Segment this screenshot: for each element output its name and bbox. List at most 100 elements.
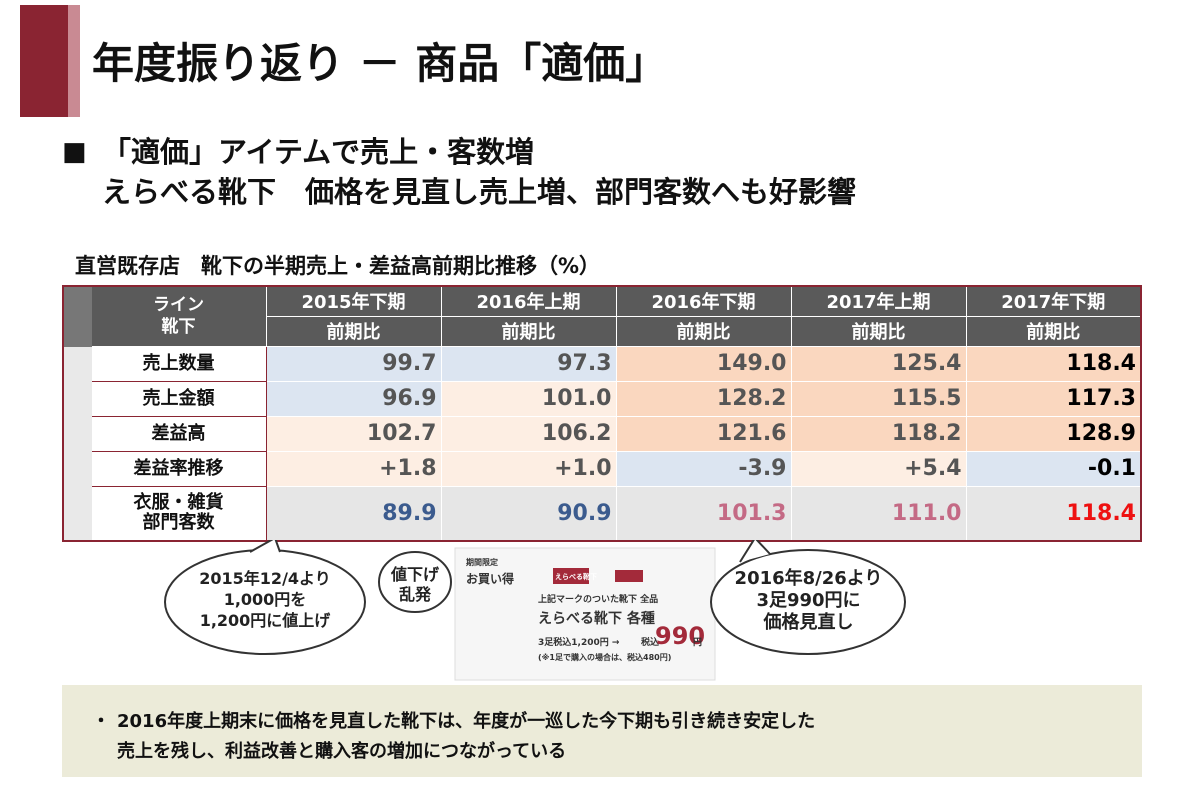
cell: 97.3	[440, 345, 617, 382]
cell: -0.1	[965, 450, 1142, 487]
callout-line: 2015年12/4より	[199, 569, 331, 588]
cell: 115.5	[790, 380, 967, 417]
header-row: 前期比 前期比 前期比 前期比 前期比	[63, 315, 1142, 347]
callout-line: 値下げ	[390, 565, 439, 584]
flyer-text: (※1足で購入の場合は、税込480円)	[538, 653, 672, 662]
flyer-text: お買い得	[466, 572, 515, 586]
bullet: ■	[62, 137, 87, 167]
callout: 2015年12/4より 1,000円を 1,200円に値上げ	[165, 568, 365, 631]
corner: ライン 靴下	[90, 285, 267, 347]
cell: 96.9	[265, 380, 442, 417]
cell: 99.7	[265, 345, 442, 382]
callout-line: 乱発	[398, 585, 431, 604]
column-subheader: 前期比	[965, 315, 1142, 347]
headline-line: えらべる靴下 価格を見直し売上増、部門客数へも好影響	[102, 175, 857, 209]
cloud-tail	[739, 540, 771, 563]
table-row: 売上数量 99.7 97.3 149.0 125.4 118.4	[62, 345, 1142, 382]
column-subheader: 前期比	[440, 315, 617, 347]
column-header: 2017年上期	[790, 285, 967, 317]
cell: 101.0	[440, 380, 617, 417]
accent-bar	[20, 5, 68, 117]
header-row: ライン 靴下 2015年下期 2016年上期 2016年下期 2017年上期 2017年下期	[62, 285, 1142, 347]
column-subheader: 前期比	[265, 315, 442, 347]
cloud	[378, 551, 452, 613]
table-row: 衣服・雑貨 部門客数 89.9 90.9 101.3 111.0 118.4	[62, 485, 1142, 542]
cell: 118.4	[965, 345, 1142, 382]
flyer-text: 上記マークのついた靴下 全品	[538, 595, 659, 605]
callout-line: 1,200円に値上げ	[199, 611, 331, 630]
cell: 149.0	[615, 345, 792, 382]
row-label: 差益率推移	[90, 450, 267, 487]
flyer-text: えらべる靴下 各種	[538, 611, 655, 627]
callout: 値下げ 乱発	[380, 565, 450, 605]
cell: 101.3	[615, 485, 792, 542]
strip	[62, 415, 92, 452]
flyer-text: 3足税込1,200円 →	[538, 638, 620, 648]
strip	[62, 450, 92, 487]
cloud	[710, 549, 906, 655]
cell: 121.6	[615, 415, 792, 452]
cell: +1.0	[440, 450, 617, 487]
flyer-text: 990	[655, 622, 706, 650]
note-bullet: ・	[92, 711, 110, 732]
table-caption: 直営既存店 靴下の半期売上・差益高前期比推移（%）	[75, 254, 601, 278]
cell: 89.9	[265, 485, 442, 542]
callout-shapes	[164, 540, 906, 681]
callout-line: 2016年8/26より	[734, 568, 883, 589]
row-label: 売上数量	[90, 345, 267, 382]
callout-line: 3足990円に	[756, 590, 861, 611]
cloud-tail	[249, 540, 281, 553]
cell: -3.9	[615, 450, 792, 487]
column-header: 2015年下期	[265, 285, 442, 317]
cell: 128.9	[965, 415, 1142, 452]
column-header: 2017年下期	[965, 285, 1142, 317]
table: ライン 靴下 2015年下期 2016年上期 2016年下期 2017年上期 2017年下期…	[62, 285, 1142, 542]
row-label-line: 衣服・雑貨	[133, 492, 224, 514]
row-label-line: 売上数量	[142, 352, 215, 374]
cell: 125.4	[790, 345, 967, 382]
cell: 118.4	[965, 485, 1142, 542]
cell: 128.2	[615, 380, 792, 417]
cell: 106.2	[440, 415, 617, 452]
cell: 117.3	[965, 380, 1142, 417]
row-label-line: 差益高	[151, 422, 206, 444]
cell: 118.2	[790, 415, 967, 452]
strip	[62, 285, 92, 347]
cell: +1.8	[265, 450, 442, 487]
row-label-line: 部門客数	[142, 512, 215, 534]
accent-bar	[68, 5, 80, 117]
flyer-text: 税込	[641, 638, 660, 648]
table-row: 差益率推移 +1.8 +1.0 -3.9 +5.4 -0.1	[62, 450, 1142, 487]
row-label: 売上金額	[90, 380, 267, 417]
column-header: 2016年下期	[615, 285, 792, 317]
corner-label: ライン	[153, 295, 204, 316]
flyer-text: 円	[693, 638, 703, 648]
row-label: 衣服・雑貨 部門客数	[90, 485, 267, 542]
headline-line: 「適価」アイテムで売上・客数増	[102, 135, 535, 169]
strip	[62, 380, 92, 417]
cell: 90.9	[440, 485, 617, 542]
callout-line: 価格見直し	[763, 612, 854, 633]
badge	[553, 568, 589, 584]
column-subheader: 前期比	[615, 315, 792, 347]
cell: +5.4	[790, 450, 967, 487]
badge	[615, 570, 643, 582]
callout: 2016年8/26より 3足990円に 価格見直し	[711, 568, 906, 634]
table-row: 売上金額 96.9 101.0 128.2 115.5 117.3	[62, 380, 1142, 417]
column-header: 2016年上期	[440, 285, 617, 317]
strip	[62, 485, 92, 542]
note-box: ・ 2016年度上期末に価格を見直した靴下は、年度が一巡した今下期も引き続き安定…	[62, 685, 1142, 777]
row-label-line: 差益率推移	[133, 457, 224, 479]
cell: 111.0	[790, 485, 967, 542]
strip	[62, 345, 92, 382]
cell: 102.7	[265, 415, 442, 452]
row-label-line: 売上金額	[142, 387, 215, 409]
callout-line: 1,000円を	[223, 590, 307, 609]
flyer-text: えらべる靴下	[555, 573, 597, 581]
column-subheader: 前期比	[790, 315, 967, 347]
flyer-text: 期間限定	[466, 558, 498, 567]
note-line: 売上を残し、利益改善と購入客の増加につながっている	[117, 741, 567, 762]
row-label: 差益高	[90, 415, 267, 452]
note-line: 2016年度上期末に価格を見直した靴下は、年度が一巡した今下期も引き続き安定した	[117, 711, 816, 732]
